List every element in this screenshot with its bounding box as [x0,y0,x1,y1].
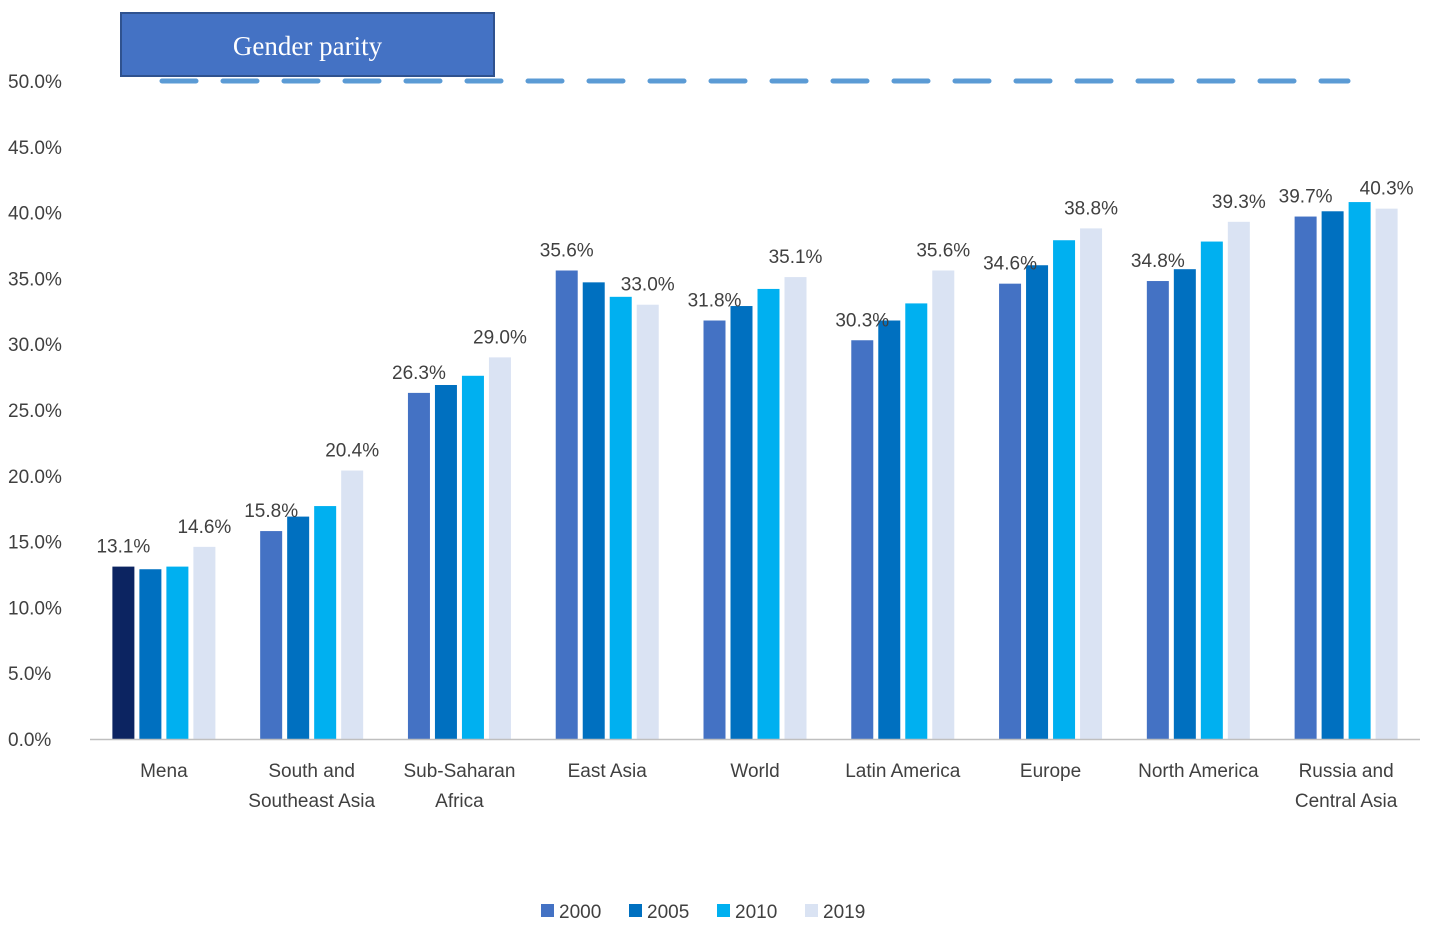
x-tick-label: Latin America [845,761,961,782]
bar-2000 [1294,216,1317,740]
data-label: 20.4% [325,441,379,462]
y-tick-label: 40.0% [8,204,62,225]
bar-2005 [582,282,605,739]
y-tick-label: 30.0% [8,335,62,356]
bar-2019 [341,470,364,739]
bar-2000 [703,320,726,739]
y-tick-label: 10.0% [8,598,62,619]
y-tick-label: 15.0% [8,533,62,554]
x-tick-label: North America [1138,761,1259,782]
data-label: 40.3% [1360,179,1414,200]
data-label: 39.3% [1212,192,1266,213]
data-labels: 13.1% 14.6% 15.8% 20.4% 26.3% 29.0% 35.6% 33.0%… [96,179,1413,558]
bar-2005 [730,306,753,739]
y-tick-label: 45.0% [8,138,62,159]
bar-2005 [139,569,162,739]
legend-label: 2019 [823,902,865,923]
x-tick-label: Europe [1020,761,1081,782]
bar-2000 [112,566,135,739]
data-label: 14.6% [177,517,231,538]
category-labels: Mena South and Southeast Asia Sub-Saharan Af… [140,761,1398,812]
data-label: 33.0% [621,275,675,296]
bar-2005 [434,384,457,739]
bar-2005 [1173,269,1196,739]
bar-2000 [555,270,578,739]
bar-2019 [1375,208,1398,740]
bar-2019 [932,270,955,739]
bar-2019 [636,304,659,739]
bar-2005 [287,516,310,739]
legend: 2000 2005 2010 2019 [541,902,865,923]
data-label: 39.7% [1279,187,1333,208]
y-axis-ticks: 0.0% 5.0% 10.0% 15.0% 20.0% 25.0% 30.0% 35.0% 40… [8,72,62,751]
bar-2010 [1348,202,1371,739]
bar-2010 [1200,241,1223,739]
bar-2000 [999,283,1022,739]
y-tick-label: 50.0% [8,72,62,93]
x-tick-label: Mena [140,761,188,782]
y-tick-label: 0.0% [8,730,51,751]
x-tick-label: East Asia [568,761,648,782]
bar-2010 [609,296,632,739]
y-tick-label: 35.0% [8,269,62,290]
parity-label: Gender parity [233,31,383,61]
bar-2010 [166,566,189,739]
legend-swatch [541,904,554,917]
legend-swatch [717,904,730,917]
legend-swatch [629,904,642,917]
data-label: 26.3% [392,363,446,384]
bar-2019 [193,546,216,739]
bar-2010 [905,303,928,739]
x-tick-label: World [730,761,779,782]
data-label: 34.8% [1131,251,1185,272]
bar-2019 [1080,228,1103,739]
data-label: 35.1% [769,247,823,268]
data-label: 35.6% [916,241,970,262]
bars [112,202,1398,740]
data-label: 13.1% [96,537,150,558]
data-label: 31.8% [688,291,742,312]
bar-2010 [461,375,484,739]
x-tick-label: Sub-Saharan Africa [403,761,515,812]
legend-label: 2000 [559,902,601,923]
data-label: 34.6% [983,254,1037,275]
x-tick-label: Russia and Central Asia [1295,761,1398,812]
x-tick-label: South and Southeast Asia [248,761,375,812]
legend-label: 2010 [735,902,777,923]
data-label: 38.8% [1064,198,1118,219]
bar-2019 [1227,221,1250,739]
y-tick-label: 20.0% [8,467,62,488]
bar-2000 [407,392,430,739]
bar-2005 [1321,211,1344,739]
bar-2000 [851,340,874,739]
bar-2010 [1053,240,1076,739]
parity-label-box [120,12,495,77]
bar-2000 [1146,281,1169,739]
bar-2000 [260,531,283,739]
legend-swatch [805,904,818,917]
data-label: 29.0% [473,327,527,348]
data-label: 15.8% [244,501,298,522]
bar-2010 [757,288,780,739]
y-tick-label: 25.0% [8,401,62,422]
bar-2005 [878,320,901,739]
y-tick-label: 5.0% [8,664,51,685]
bar-2010 [314,506,337,739]
bar-2019 [488,357,511,739]
data-label: 35.6% [540,241,594,262]
legend-label: 2005 [647,902,689,923]
parity-reference: Gender parity [120,12,1351,84]
bar-2005 [1026,265,1049,739]
bar-2019 [784,277,807,739]
data-label: 30.3% [835,310,889,331]
